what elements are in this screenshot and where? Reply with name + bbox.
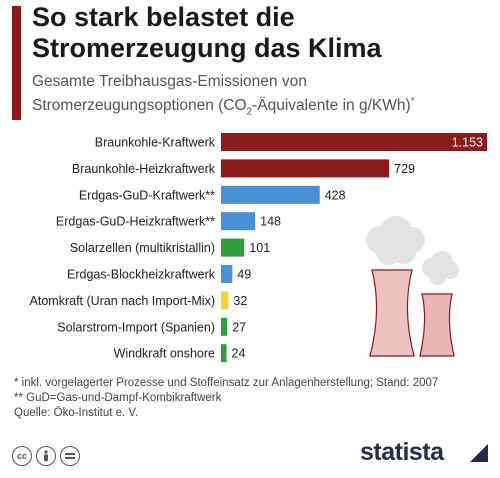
bar — [221, 238, 245, 257]
value-label: 148 — [260, 215, 281, 229]
cc-icon[interactable]: cc — [12, 446, 32, 466]
power-plant-illustration — [366, 216, 459, 357]
bar — [221, 344, 227, 363]
category-label: Solarstrom-Import (Spanien) — [57, 320, 215, 334]
value-label: 49 — [237, 268, 251, 282]
by-icon[interactable] — [36, 446, 56, 466]
license-icons: cc — [12, 446, 80, 466]
value-label: 101 — [249, 241, 270, 255]
value-label: 428 — [325, 188, 346, 202]
bar — [221, 185, 320, 204]
bar — [221, 133, 487, 151]
value-label: 27 — [232, 320, 246, 334]
value-label: 729 — [394, 162, 415, 176]
bar — [221, 317, 228, 336]
footnote-2: ** GuD=Gas-und-Dampf-Kombikraftwerk — [14, 392, 222, 404]
bar-chart: Braunkohle-Kraftwerk 1.153 Braunkohle-Heiz… — [30, 133, 487, 363]
statista-logo-mark-icon — [470, 444, 488, 462]
footnote-1: * inkl. vorgelagerter Prozesse und Stoff… — [14, 377, 439, 389]
category-label: Windkraft onshore — [114, 347, 215, 361]
source-note: Quelle: Öko-Institut e. V. — [14, 407, 139, 419]
category-label: Solarzellen (multikristallin) — [70, 241, 215, 255]
value-label: 24 — [232, 347, 246, 361]
bar — [221, 159, 390, 178]
nd-icon[interactable] — [60, 446, 80, 466]
chart-subtitle: Gesamte Treibhausgas-Emissionen von Stro… — [32, 73, 415, 118]
category-label: Erdgas-GuD-Kraftwerk** — [79, 188, 215, 202]
bar — [221, 291, 229, 310]
category-label: Braunkohle-Kraftwerk — [95, 136, 216, 150]
category-label: Atomkraft (Uran nach Import-Mix) — [30, 294, 215, 308]
value-label: 1.153 — [452, 136, 483, 150]
category-label: Erdgas-GuD-Heizkraftwerk** — [56, 215, 215, 229]
chart-title: So stark belastet die Stromerzeugung das… — [32, 2, 382, 63]
statista-logo[interactable]: statista — [360, 438, 444, 466]
bar — [221, 212, 256, 231]
title-accent-bar — [12, 6, 21, 120]
bar — [221, 265, 233, 283]
value-label: 32 — [233, 294, 247, 308]
category-label: Erdgas-Blockheizkraftwerk — [67, 268, 216, 282]
footnotes: * inkl. vorgelagerter Prozesse und Stoff… — [14, 376, 438, 421]
category-label: Braunkohle-Heizkraftwerk — [72, 162, 216, 176]
